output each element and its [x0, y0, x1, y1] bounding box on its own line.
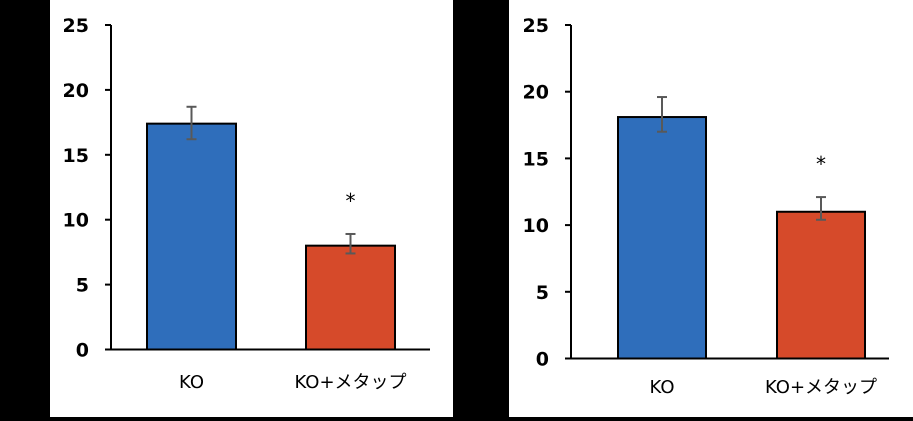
y-tick-label: 20 — [63, 80, 89, 102]
error-bar — [657, 96, 667, 133]
bar-chart-left: KO KO+メタップ * 0 5 10 15 20 25 — [63, 15, 430, 393]
bar-ko — [617, 116, 707, 360]
significance-asterisk: * — [816, 152, 826, 176]
y-tick-label: 5 — [76, 275, 89, 297]
bar-ko-metap — [305, 244, 396, 351]
x-tick-label: KO+メタップ — [294, 372, 406, 393]
y-tick-label: 20 — [523, 82, 549, 104]
bar-ko-metap — [776, 210, 866, 360]
y-tick-label: 10 — [523, 215, 549, 237]
y-tick-label: 25 — [63, 15, 89, 37]
error-bar — [816, 196, 826, 221]
error-bar — [345, 232, 356, 255]
error-bar — [186, 105, 197, 141]
y-tick-label: 15 — [523, 148, 549, 170]
y-tick-label: 0 — [76, 340, 89, 362]
y-tick-label: 25 — [523, 15, 549, 37]
significance-asterisk: * — [346, 189, 356, 213]
y-tick-label: 0 — [536, 349, 549, 371]
x-tick-label: KO — [179, 372, 204, 393]
y-tick-label: 15 — [63, 145, 89, 167]
chart-panel-left: KO KO+メタップ * 0 5 10 15 20 25 — [50, 0, 453, 417]
chart-panel-right: KO KO+メタップ * 0 5 10 15 20 25 — [509, 0, 913, 417]
y-tick-label: 5 — [536, 282, 549, 304]
x-tick-label: KO+メタップ — [765, 377, 877, 398]
y-tick-label: 10 — [63, 210, 89, 232]
x-tick-label: KO — [650, 377, 675, 398]
bar-ko — [146, 122, 237, 351]
bar-chart-right: KO KO+メタップ * 0 5 10 15 20 25 — [523, 15, 889, 398]
